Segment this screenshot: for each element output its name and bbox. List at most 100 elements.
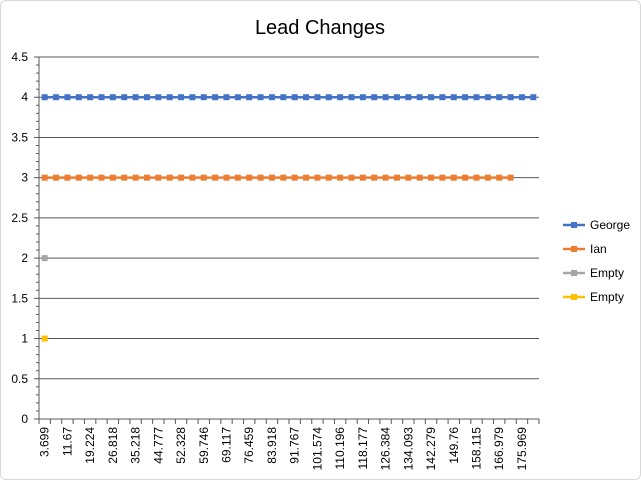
series-3	[41, 335, 48, 342]
data-point	[268, 174, 275, 181]
legend-entry: Ian	[563, 242, 607, 256]
legend-marker	[571, 294, 577, 300]
data-point	[337, 94, 344, 101]
data-point	[314, 94, 321, 101]
data-point	[246, 94, 253, 101]
series-1	[41, 174, 514, 181]
data-point	[121, 94, 128, 101]
data-point	[496, 94, 503, 101]
data-point	[132, 174, 139, 181]
data-point	[507, 174, 514, 181]
data-point	[166, 94, 173, 101]
legend-marker	[571, 270, 577, 276]
y-tick-label: 0.5	[11, 372, 28, 386]
y-tick-label: 4	[21, 90, 28, 104]
data-point	[41, 174, 48, 181]
data-point	[291, 94, 298, 101]
legend-entry: Empty	[563, 266, 624, 280]
data-point	[348, 174, 355, 181]
data-point	[382, 94, 389, 101]
data-point	[507, 94, 514, 101]
legend-label: Ian	[590, 242, 607, 256]
data-point	[132, 94, 139, 101]
data-point	[405, 94, 412, 101]
data-point	[518, 94, 525, 101]
y-tick-label: 2	[21, 251, 28, 265]
x-tick-label: 59.746	[197, 427, 211, 464]
legend-label: Empty	[590, 290, 624, 304]
y-tick-label: 3	[21, 171, 28, 185]
y-tick-label: 3.5	[11, 130, 28, 144]
data-point	[109, 174, 116, 181]
data-point	[371, 174, 378, 181]
data-point	[178, 94, 185, 101]
data-point	[268, 94, 275, 101]
x-tick-label: 76.459	[242, 427, 256, 464]
x-tick-label: 11.67	[60, 427, 74, 456]
data-point	[291, 174, 298, 181]
data-point	[98, 174, 105, 181]
y-tick-label: 1.5	[11, 291, 28, 305]
data-point	[530, 94, 537, 101]
series-2	[41, 255, 48, 262]
data-point	[189, 94, 196, 101]
y-tick-label: 0	[21, 412, 28, 426]
data-point	[143, 94, 150, 101]
data-point	[484, 94, 491, 101]
x-tick-label: 52.328	[174, 427, 188, 464]
data-point	[200, 94, 207, 101]
x-tick-label: 118.177	[356, 427, 370, 470]
data-point	[416, 174, 423, 181]
data-point	[212, 174, 219, 181]
data-point	[325, 174, 332, 181]
x-tick-label: 69.117	[220, 427, 234, 463]
data-point	[473, 174, 480, 181]
data-point	[109, 94, 116, 101]
x-tick-label: 91.767	[288, 427, 302, 464]
x-tick-label: 142.279	[424, 427, 438, 471]
legend-marker	[571, 222, 577, 228]
data-point	[371, 94, 378, 101]
legend-label: Empty	[590, 266, 624, 280]
data-point	[484, 174, 491, 181]
data-point	[393, 94, 400, 101]
data-point	[246, 174, 253, 181]
data-point	[98, 94, 105, 101]
data-point	[41, 255, 48, 262]
data-point	[462, 94, 469, 101]
y-tick-label: 4.5	[11, 50, 28, 64]
x-tick-label: 101.574	[310, 427, 324, 471]
x-tick-label: 3.699	[38, 427, 52, 457]
data-point	[41, 94, 48, 101]
x-tick-label: 44.777	[151, 427, 165, 464]
data-point	[53, 174, 60, 181]
gridlines	[39, 56, 539, 420]
x-tick-label: 134.093	[401, 427, 415, 471]
data-point	[450, 94, 457, 101]
chart-title: Lead Changes	[255, 17, 385, 39]
x-tick-label: 35.218	[129, 427, 143, 464]
data-point	[234, 174, 241, 181]
x-tick-label: 166.979	[492, 427, 506, 471]
series-layer	[41, 94, 537, 342]
x-tick-label: 126.384	[379, 427, 393, 471]
data-point	[303, 94, 310, 101]
data-point	[155, 94, 162, 101]
data-point	[428, 174, 435, 181]
legend: George Ian Empty Empty	[563, 218, 630, 304]
data-point	[280, 174, 287, 181]
data-point	[143, 174, 150, 181]
data-point	[428, 94, 435, 101]
data-point	[280, 94, 287, 101]
x-tick-label: 175.969	[515, 427, 529, 471]
data-point	[64, 174, 71, 181]
x-tick-label: 149.76	[447, 427, 461, 464]
data-point	[348, 94, 355, 101]
data-point	[473, 94, 480, 101]
axes: 0 0.5 1 1.5 2 2.5 3 3.5 4 4.5 3.699 11.67 19.224 26.8…	[11, 50, 540, 471]
data-point	[257, 174, 264, 181]
data-point	[87, 174, 94, 181]
data-point	[75, 94, 82, 101]
data-point	[87, 94, 94, 101]
